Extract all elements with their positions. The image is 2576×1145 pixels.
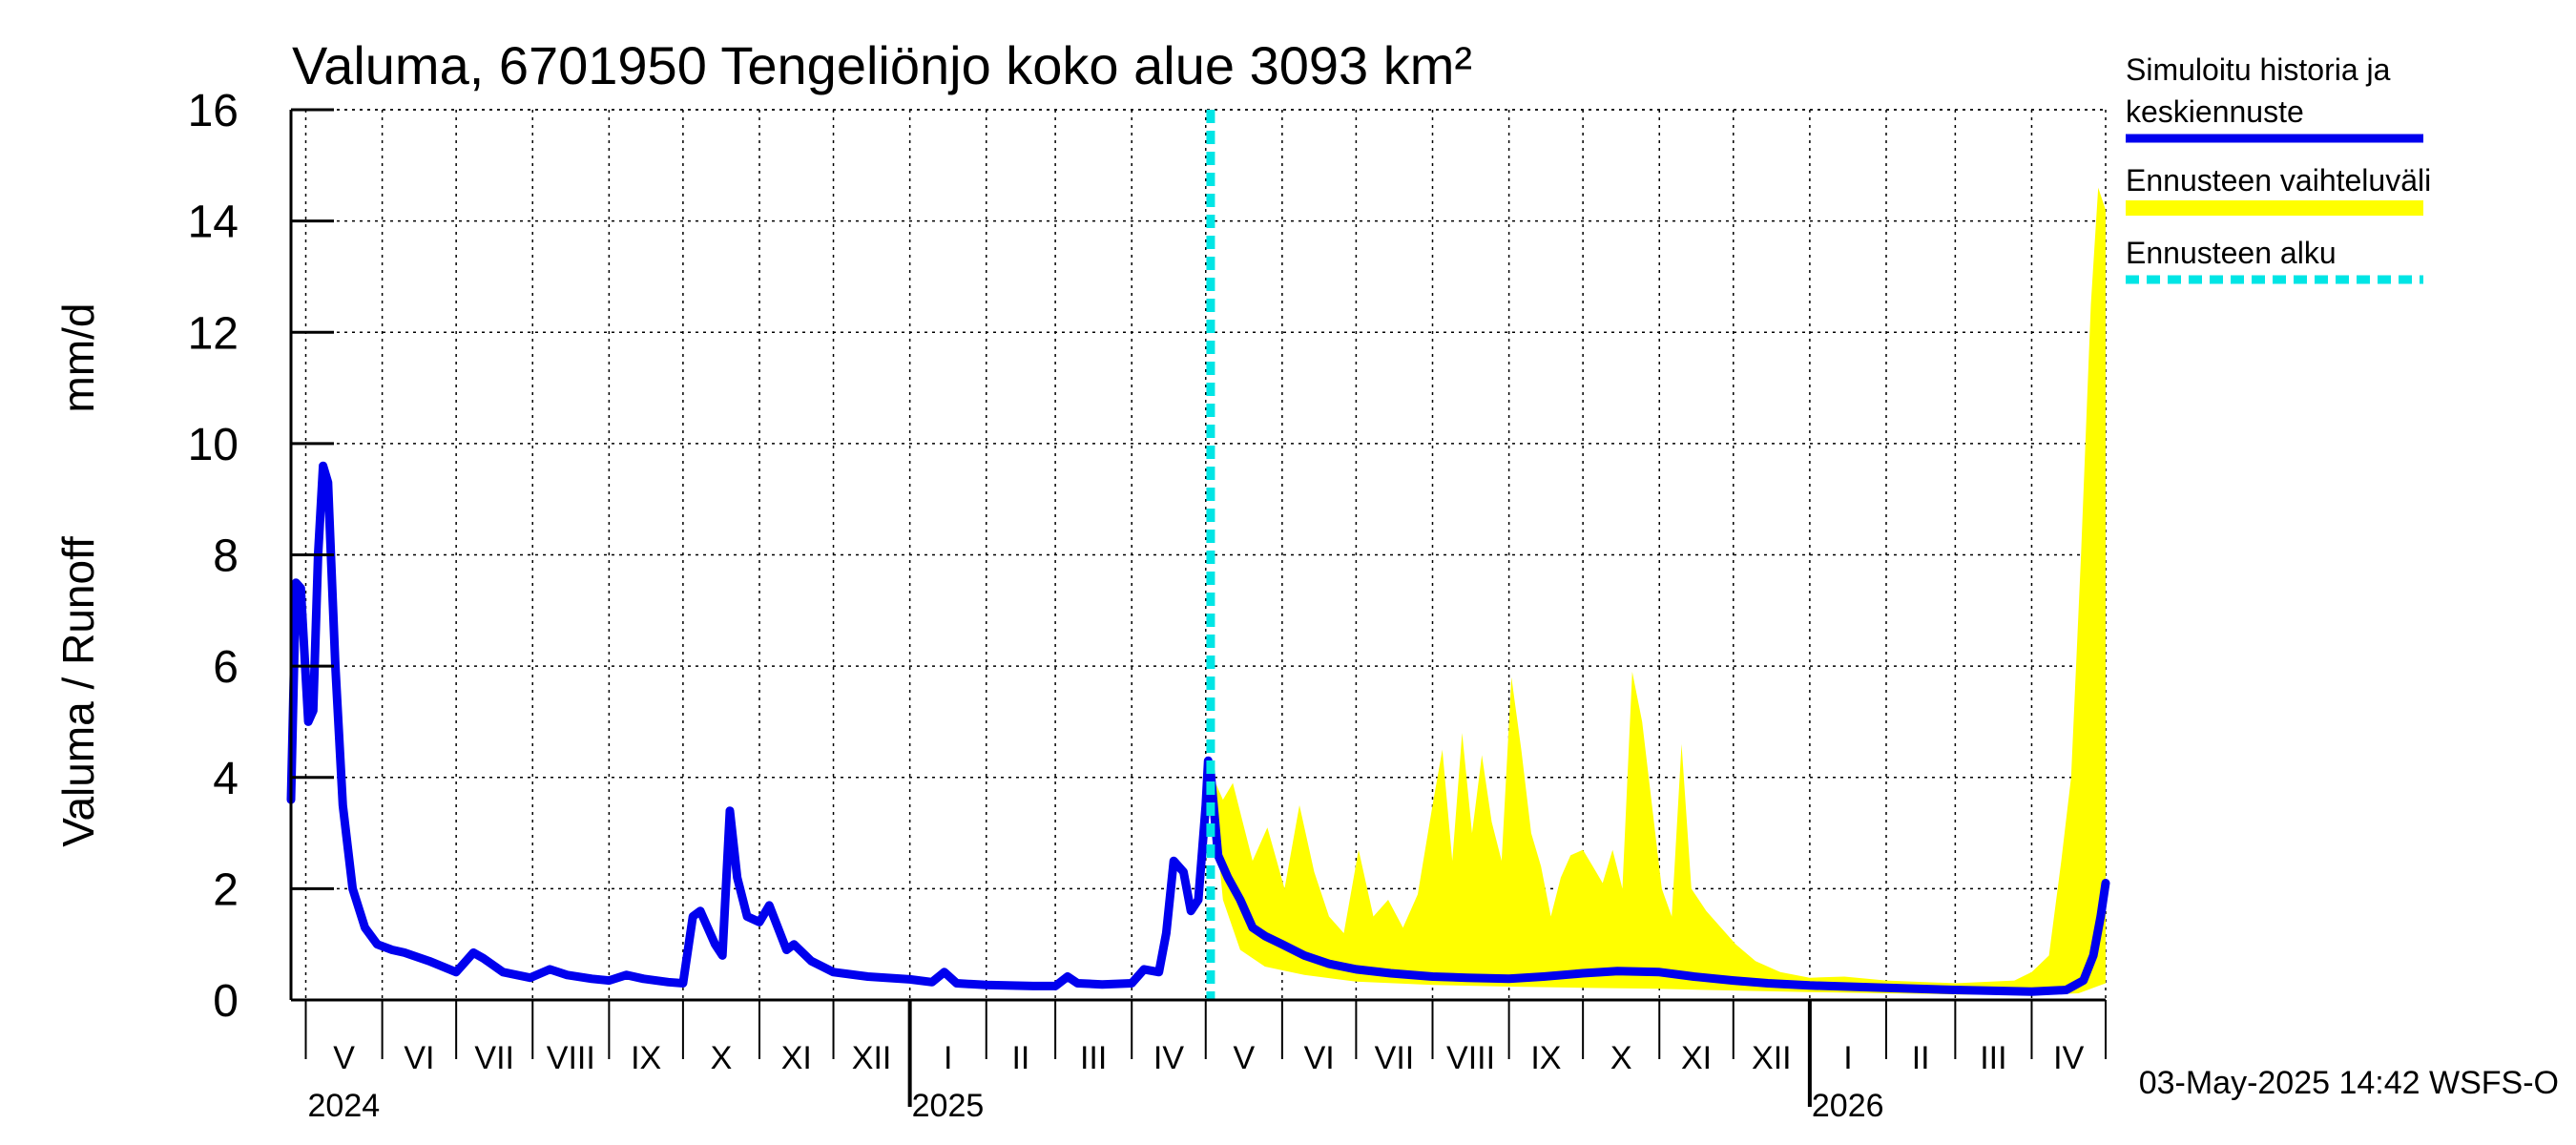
month-label-10: III (1080, 1040, 1107, 1076)
legend-label-2: Ennusteen alku (2126, 236, 2337, 270)
y-tick-label-1: 2 (213, 864, 239, 915)
month-label-6: XI (781, 1040, 812, 1076)
forecast-range-area (1210, 187, 2106, 995)
month-label-11: IV (1153, 1040, 1184, 1076)
y-tick-label-4: 8 (213, 531, 239, 582)
y-tick-label-8: 16 (188, 86, 239, 136)
legend: Simuloitu historia ja keskiennuste Ennuste… (2126, 52, 2431, 284)
month-label-4: IX (631, 1040, 661, 1076)
y-tick-label-7: 14 (188, 198, 239, 248)
series-line-history (286, 461, 1215, 990)
forecast-range-band (1210, 187, 2106, 995)
series-lines (286, 110, 2110, 1000)
month-label-2: VII (474, 1040, 514, 1076)
month-label-14: VII (1375, 1040, 1415, 1076)
month-label-8: I (944, 1040, 952, 1076)
month-label-0: V (333, 1040, 355, 1076)
month-label-7: XII (852, 1040, 892, 1076)
year-label-1: 2025 (912, 1088, 985, 1124)
year-label-0: 2024 (308, 1088, 381, 1124)
month-label-1: VI (404, 1040, 434, 1076)
month-label-9: II (1011, 1040, 1029, 1076)
month-label-15: VIII (1446, 1040, 1495, 1076)
chart-title: Valuma, 6701950 Tengeliönjo koko alue 30… (292, 35, 1472, 95)
month-label-23: IV (2053, 1040, 2084, 1076)
legend-label-1: Ennusteen vaihteluväli (2126, 163, 2431, 198)
month-label-17: X (1610, 1040, 1632, 1076)
month-label-20: I (1843, 1040, 1852, 1076)
y-axis-unit: mm/d (53, 303, 103, 413)
month-label-3: VIII (547, 1040, 595, 1076)
month-label-21: II (1912, 1040, 1930, 1076)
month-label-5: X (711, 1040, 733, 1076)
y-axis-label: Valuma / Runoff (53, 536, 103, 847)
timestamp: 03-May-2025 14:42 WSFS-O (2139, 1065, 2559, 1101)
series-line-forecast_mean (1206, 767, 2110, 996)
year-label-2: 2026 (1812, 1088, 1884, 1124)
y-tick-label-2: 4 (213, 754, 239, 804)
month-label-16: IX (1530, 1040, 1561, 1076)
legend-label-0-line2: keskiennuste (2126, 94, 2304, 129)
y-tick-label-6: 12 (188, 308, 239, 359)
legend-label-0: Simuloitu historia ja (2126, 52, 2391, 87)
y-tick-label-3: 6 (213, 642, 239, 693)
month-label-22: III (1980, 1040, 2006, 1076)
y-tick-label-5: 10 (188, 420, 239, 470)
y-tick-label-0: 0 (213, 976, 239, 1027)
month-label-18: XI (1681, 1040, 1712, 1076)
month-label-12: V (1233, 1040, 1255, 1076)
month-label-13: VI (1304, 1040, 1335, 1076)
month-label-19: XII (1752, 1040, 1792, 1076)
